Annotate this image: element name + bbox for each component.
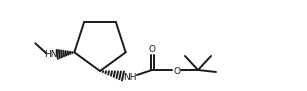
Text: O: O: [149, 44, 156, 54]
Text: HN: HN: [45, 50, 58, 59]
Text: O: O: [173, 67, 181, 76]
Text: NH: NH: [123, 73, 137, 82]
